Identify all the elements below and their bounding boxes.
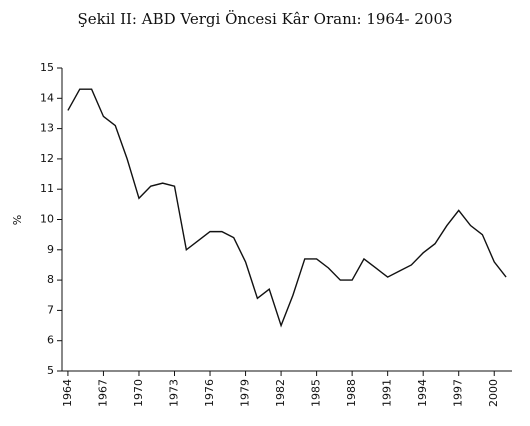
y-tick-label: 7 bbox=[47, 303, 54, 316]
y-tick-label: 15 bbox=[40, 61, 54, 74]
x-tick-label: 1985 bbox=[310, 379, 323, 407]
y-tick-label: 9 bbox=[47, 243, 54, 256]
x-tick-label: 1991 bbox=[381, 379, 394, 407]
y-tick-label: 5 bbox=[47, 364, 54, 377]
x-tick-label: 1994 bbox=[416, 379, 429, 407]
y-tick-label: 8 bbox=[47, 273, 54, 286]
x-tick-label: 1967 bbox=[96, 379, 109, 407]
x-tick-label: 1973 bbox=[168, 379, 181, 407]
y-tick-label: 6 bbox=[47, 334, 54, 347]
x-tick-label: 1964 bbox=[61, 379, 74, 407]
y-tick-label: 11 bbox=[40, 182, 54, 195]
x-tick-label: 1997 bbox=[452, 379, 465, 407]
y-axis-label: % bbox=[11, 215, 24, 225]
x-tick-label: 1988 bbox=[345, 379, 358, 407]
x-tick-label: 2000 bbox=[487, 379, 500, 407]
x-tick-label: 1976 bbox=[203, 379, 216, 407]
y-tick-label: 12 bbox=[40, 152, 54, 165]
x-tick-label: 1970 bbox=[132, 379, 145, 407]
line bbox=[67, 88, 507, 328]
y-tick-label: 14 bbox=[40, 91, 54, 104]
chart-title: Şekil II: ABD Vergi Öncesi Kâr Oranı: 19… bbox=[77, 10, 452, 28]
x-tick-label: 1982 bbox=[274, 379, 287, 407]
y-tick-label: 10 bbox=[40, 213, 54, 226]
x-tick-label: 1979 bbox=[239, 379, 252, 407]
y-tick-label: 13 bbox=[40, 122, 54, 135]
